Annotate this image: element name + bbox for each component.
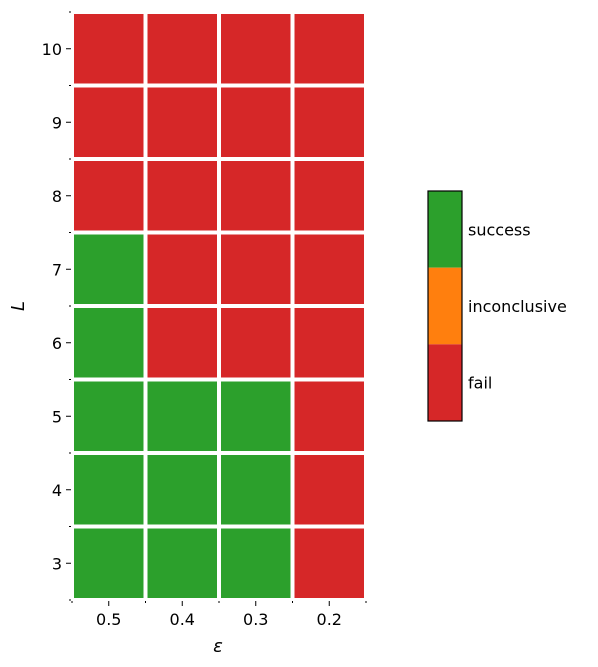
heatmap-cell bbox=[147, 161, 217, 231]
heatmap-cell bbox=[294, 455, 364, 525]
axes: 3 4 5 6 7 8 9 10 0.5 0.4 0.3 0.2 bbox=[42, 11, 367, 629]
heatmap-cell bbox=[221, 381, 291, 451]
heatmap-cell bbox=[74, 528, 144, 598]
heatmap-cell bbox=[147, 87, 217, 157]
heatmap-cell bbox=[221, 455, 291, 525]
heatmap-cell bbox=[294, 308, 364, 378]
x-axis-label: ε bbox=[213, 636, 223, 657]
heatmap-cell bbox=[147, 455, 217, 525]
x-tick-label: 0.5 bbox=[96, 610, 121, 629]
heatmap-cell bbox=[221, 308, 291, 378]
heatmap-cell bbox=[74, 381, 144, 451]
heatmap-cell bbox=[74, 234, 144, 304]
x-tick-label: 0.2 bbox=[317, 610, 342, 629]
heatmap-cell bbox=[294, 381, 364, 451]
legend-label-inconclusive: inconclusive bbox=[468, 297, 567, 316]
heatmap-cell bbox=[74, 455, 144, 525]
y-tick-label: 5 bbox=[52, 407, 62, 426]
heatmap-cell bbox=[74, 308, 144, 378]
heatmap-cell bbox=[221, 528, 291, 598]
legend-label-fail: fail bbox=[468, 374, 492, 393]
legend-frame bbox=[427, 190, 463, 422]
heatmap-cell bbox=[294, 87, 364, 157]
heatmap-cell bbox=[147, 381, 217, 451]
y-tick-label: 4 bbox=[52, 481, 62, 500]
heatmap-cell bbox=[74, 14, 144, 84]
legend-label-success: success bbox=[468, 220, 531, 239]
x-tick-label: 0.4 bbox=[170, 610, 195, 629]
heatmap-cell bbox=[221, 14, 291, 84]
y-tick-label: 9 bbox=[52, 113, 62, 132]
legend-swatch-fail bbox=[428, 344, 462, 421]
heatmap-cell bbox=[147, 14, 217, 84]
heatmap-cell bbox=[147, 234, 217, 304]
heatmap-cell bbox=[294, 14, 364, 84]
y-tick-label: 3 bbox=[52, 554, 62, 573]
heatmap-cell bbox=[74, 87, 144, 157]
x-tick-label: 0.3 bbox=[243, 610, 268, 629]
y-tick-label: 10 bbox=[42, 40, 62, 59]
y-axis-label: L bbox=[8, 301, 29, 311]
y-tick-label: 6 bbox=[52, 334, 62, 353]
heatmap-cell bbox=[221, 234, 291, 304]
heatmap-cell bbox=[147, 308, 217, 378]
y-tick-label: 8 bbox=[52, 187, 62, 206]
heatmap-cell bbox=[147, 528, 217, 598]
heatmap-cells bbox=[74, 14, 364, 598]
heatmap-cell bbox=[221, 161, 291, 231]
legend-swatch-inconclusive bbox=[428, 267, 462, 345]
y-tick-label: 7 bbox=[52, 260, 62, 279]
heatmap-cell bbox=[294, 161, 364, 231]
legend-swatch-success bbox=[428, 191, 462, 268]
legend: success inconclusive fail bbox=[427, 190, 567, 422]
heatmap-cell bbox=[74, 161, 144, 231]
heatmap-cell bbox=[221, 87, 291, 157]
heatmap-cell bbox=[294, 234, 364, 304]
heatmap-cell bbox=[294, 528, 364, 598]
